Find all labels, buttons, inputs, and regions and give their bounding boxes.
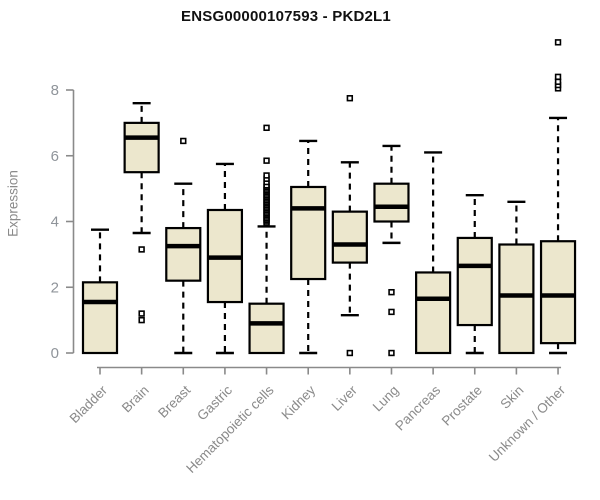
- outlier-point: [138, 246, 145, 253]
- x-tick-label: Brain: [119, 383, 152, 416]
- y-tick-label: 2: [51, 279, 59, 296]
- iqr-box: [498, 243, 535, 355]
- iqr-box: [373, 182, 410, 223]
- outlier-point: [388, 349, 395, 357]
- y-tick-label: 8: [51, 82, 59, 99]
- iqr-box: [290, 185, 327, 281]
- box-breast: [165, 137, 202, 355]
- box-pancreas: [415, 151, 452, 355]
- iqr-box: [248, 302, 285, 355]
- box-skin: [498, 200, 535, 355]
- outlier-point: [554, 39, 562, 46]
- x-tick-label: Skin: [497, 383, 526, 412]
- outlier-point: [263, 124, 270, 132]
- box-hematopoietic-cells: [248, 124, 285, 355]
- iqr-box: [123, 121, 160, 174]
- outlier-point: [263, 157, 270, 164]
- box-lung: [373, 144, 410, 357]
- y-tick-label: 6: [51, 148, 59, 165]
- outlier-point: [388, 308, 395, 316]
- y-axis: 0 2 4 6 8: [51, 82, 75, 362]
- x-tick-label: Gastric: [194, 382, 235, 423]
- outlier-point: [263, 172, 270, 179]
- x-tick-label: Lung: [370, 383, 402, 415]
- chart-title: ENSG00000107593 - PKD2L1: [181, 8, 391, 25]
- x-tick-label: Bladder: [67, 382, 111, 426]
- outlier-point: [346, 95, 354, 102]
- x-tick-label: Breast: [155, 382, 193, 420]
- box-bladder: [81, 228, 119, 355]
- iqr-box: [456, 236, 493, 327]
- x-tick-label: Pancreas: [392, 382, 443, 433]
- outlier-point: [138, 310, 145, 317]
- box-prostate: [456, 193, 493, 355]
- box-gastric: [206, 162, 244, 355]
- box-unknown-other: [539, 39, 577, 355]
- outlier-point: [138, 316, 145, 324]
- iqr-box: [539, 240, 577, 345]
- iqr-box: [415, 271, 452, 355]
- y-tick-label: 4: [51, 214, 59, 231]
- x-tick-label: Unknown / Other: [486, 382, 569, 465]
- iqr-box: [81, 281, 119, 355]
- box-kidney: [290, 139, 327, 355]
- y-tick-label: 0: [51, 345, 59, 362]
- outlier-point: [180, 137, 187, 145]
- box-liver: [331, 95, 368, 357]
- x-tick-label: Liver: [329, 382, 361, 414]
- outlier-point: [388, 288, 395, 296]
- box-brain: [123, 101, 160, 324]
- outlier-point: [554, 78, 562, 85]
- iqr-box: [331, 210, 368, 264]
- outlier-point: [554, 73, 562, 81]
- x-tick-label: Prostate: [439, 383, 485, 429]
- iqr-box: [165, 226, 202, 282]
- x-tick-label: Kidney: [279, 382, 319, 422]
- outlier-point: [346, 349, 354, 357]
